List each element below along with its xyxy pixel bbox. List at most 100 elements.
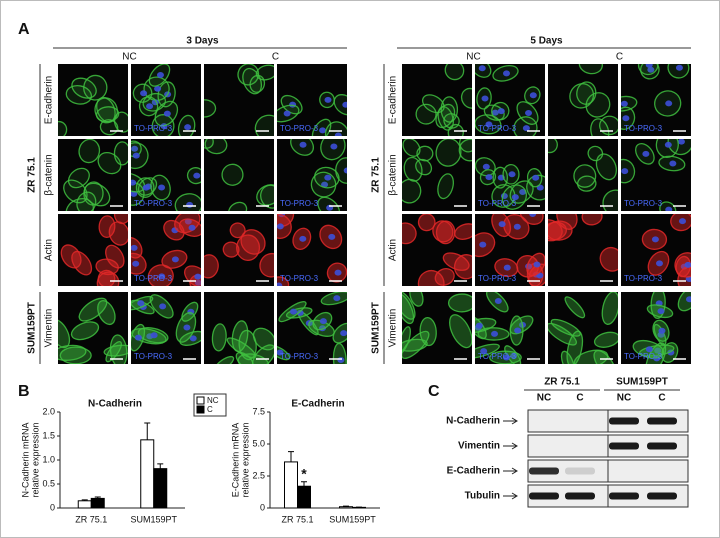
nucleus: [299, 235, 307, 242]
image-content: [475, 64, 541, 136]
stain-label: TO-PRO-3: [478, 124, 517, 133]
nucleus: [622, 115, 630, 122]
legend-label: NC: [207, 396, 219, 405]
image-content: [548, 292, 618, 364]
micrograph: [58, 139, 128, 211]
protein-label: Tubulin: [465, 491, 500, 502]
blot-band: [609, 442, 639, 450]
micrograph: [204, 64, 274, 136]
bar: [90, 497, 105, 509]
image-content: [475, 292, 534, 364]
nucleus: [328, 233, 336, 240]
nucleus: [481, 95, 489, 102]
cell: [447, 293, 472, 313]
nucleus: [657, 308, 665, 315]
error-bar: [157, 463, 164, 469]
nucleus: [533, 261, 541, 268]
cell: [417, 269, 445, 286]
cell: [71, 250, 93, 276]
micrograph: [402, 139, 472, 211]
cell: [564, 296, 586, 319]
blot-band: [529, 492, 559, 500]
image-content: [204, 222, 274, 279]
nucleus: [290, 308, 298, 315]
nucleus: [510, 352, 518, 359]
cell: [105, 341, 123, 363]
nucleus: [508, 171, 516, 178]
nucleus: [319, 318, 327, 325]
image-content: [131, 214, 201, 286]
condition-label: C: [616, 52, 623, 63]
image-content: [131, 294, 201, 352]
nucleus: [498, 221, 506, 228]
cell: [548, 322, 577, 346]
image-content: [131, 140, 201, 211]
nucleus: [158, 184, 166, 191]
cell: [204, 139, 228, 155]
legend-swatch: [196, 396, 205, 405]
error-bar: [94, 496, 101, 499]
cell: [402, 326, 411, 354]
nucleus: [645, 64, 653, 68]
nucleus: [283, 110, 291, 117]
cell: [238, 329, 257, 361]
nucleus: [529, 214, 537, 218]
cell: [432, 220, 454, 243]
condition-label: C: [272, 52, 279, 63]
image-content: [204, 64, 274, 136]
y-tick-label: 0.5: [42, 478, 55, 488]
image-content: [58, 74, 128, 136]
nucleus: [183, 324, 191, 331]
nucleus: [664, 141, 672, 148]
cell: [228, 201, 248, 211]
cell: [402, 222, 417, 245]
stain-label: TO-PRO-3: [624, 352, 663, 361]
y-axis-label: relative expression: [30, 422, 40, 497]
micrograph: TO-PRO-3: [475, 139, 545, 211]
nucleus: [675, 64, 683, 71]
nucleus: [678, 218, 686, 225]
stain-label: TO-PRO-3: [478, 352, 517, 361]
nucleus: [665, 206, 673, 211]
legend-swatch: [196, 405, 205, 414]
stain-label: TO-PRO-3: [280, 274, 319, 283]
marker-label: Vimentin: [44, 309, 55, 348]
nucleus: [502, 354, 510, 361]
blot-band: [565, 467, 595, 475]
stain-label: TO-PRO-3: [280, 352, 319, 361]
marker-label: β-catenin: [44, 154, 55, 195]
blot-band: [647, 417, 677, 425]
marker-label: Actin: [388, 239, 399, 261]
nucleus: [479, 241, 487, 248]
cell: [221, 163, 244, 186]
micrograph: [402, 292, 472, 364]
stain-label: TO-PRO-3: [280, 124, 319, 133]
cell: [419, 316, 437, 347]
nucleus: [324, 174, 332, 181]
nucleus: [194, 279, 201, 286]
micrograph: TO-PRO-3: [277, 64, 347, 136]
nucleus: [482, 163, 490, 170]
micrograph: TO-PRO-3: [621, 292, 691, 364]
nucleus: [519, 189, 527, 196]
nucleus: [319, 127, 327, 134]
arrow: [503, 417, 518, 425]
cell: [585, 92, 611, 118]
image-content: [621, 139, 691, 211]
nucleus: [193, 172, 201, 179]
x-tick-label: SUM159PT: [329, 514, 376, 524]
timepoint-title: 5 Days: [530, 36, 563, 47]
bar: [284, 461, 298, 509]
cell: [601, 292, 618, 325]
image-bg: [58, 292, 128, 364]
nucleus: [494, 297, 502, 304]
nucleus: [529, 92, 537, 99]
nucleus: [658, 327, 666, 334]
cell: [94, 97, 119, 124]
micrograph: [548, 64, 618, 136]
micrograph: TO-PRO-3: [131, 64, 201, 136]
image-content: [548, 214, 618, 272]
cell-line-label: SUM159PT: [27, 302, 38, 354]
micrograph: [402, 214, 472, 286]
